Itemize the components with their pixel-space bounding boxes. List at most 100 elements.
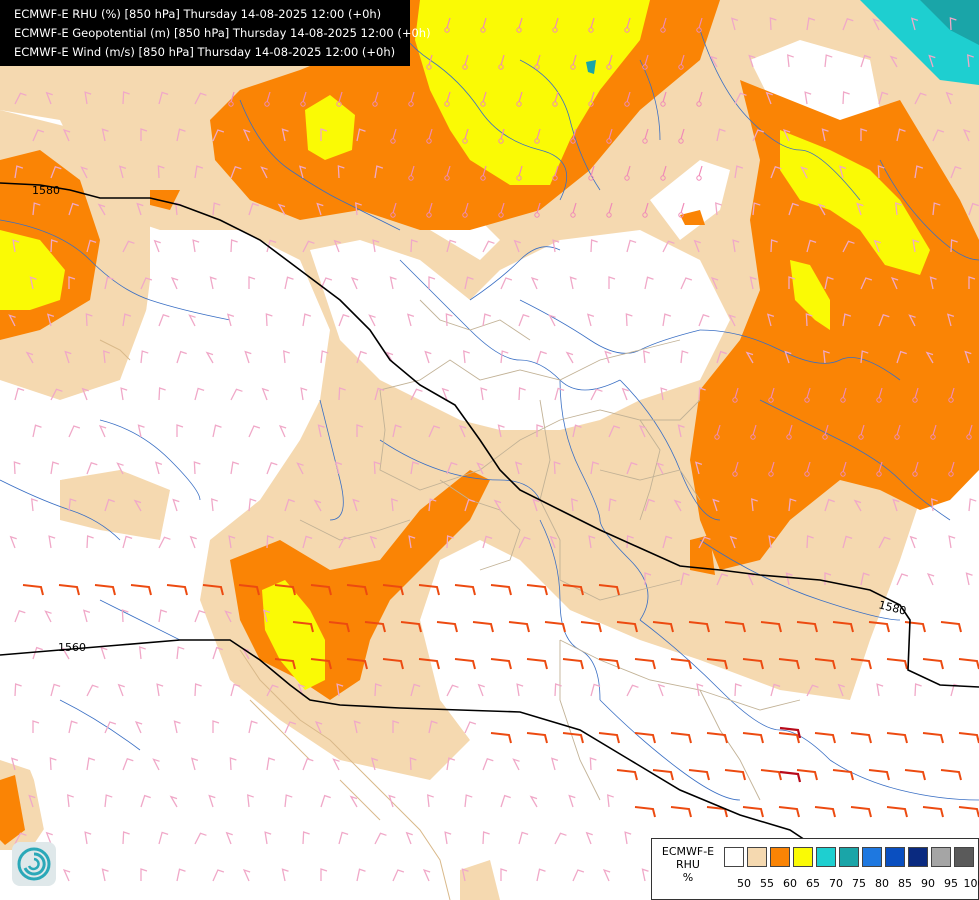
- wind-barb: [930, 424, 937, 440]
- wind-barb: [894, 424, 901, 440]
- wind-barb: [49, 757, 57, 771]
- wind-barb: [850, 732, 872, 744]
- wind-barb: [930, 498, 938, 512]
- wind-barb: [549, 535, 557, 549]
- wind-barb: [769, 17, 777, 31]
- legend-swatch: [724, 847, 744, 867]
- wind-barb: [428, 720, 438, 734]
- wind-barb: [498, 54, 505, 70]
- wind-barb: [122, 831, 130, 845]
- wind-barb: [562, 732, 584, 744]
- wind-barb: [260, 166, 268, 179]
- wind-barb: [121, 609, 129, 623]
- wind-barb: [904, 769, 926, 781]
- wind-barb: [104, 721, 117, 734]
- wind-barb: [262, 609, 271, 623]
- wind-barb: [408, 535, 416, 549]
- legend-swatch: [747, 847, 767, 867]
- wind-barb: [625, 313, 633, 327]
- wind-barb: [424, 350, 432, 364]
- wind-barb: [876, 461, 883, 477]
- wind-barb: [894, 202, 902, 216]
- wind-barb: [804, 91, 812, 105]
- wind-barb: [176, 128, 186, 142]
- wind-barb: [86, 461, 98, 475]
- wind-barb: [896, 350, 907, 364]
- wind-barb: [853, 499, 862, 512]
- wind-barb: [912, 387, 919, 403]
- wind-barb: [800, 166, 808, 179]
- wind-barb: [490, 658, 512, 670]
- wind-barb: [373, 461, 381, 475]
- wind-barb: [14, 165, 24, 179]
- wind-barb: [824, 276, 834, 290]
- wind-barb: [130, 584, 152, 596]
- wind-barb: [786, 54, 794, 68]
- wind-barb: [68, 498, 77, 512]
- wind-barb: [392, 869, 405, 882]
- wind-barb: [158, 91, 169, 105]
- wind-barb: [716, 573, 729, 586]
- wind-barb: [698, 387, 706, 401]
- wind-barb: [940, 769, 962, 781]
- wind-barb: [806, 239, 817, 253]
- wind-barb: [832, 621, 854, 633]
- wind-barb: [356, 868, 366, 882]
- wind-barb: [266, 461, 278, 475]
- wind-barb: [97, 203, 106, 216]
- wind-barb: [445, 313, 453, 327]
- wind-barb: [490, 584, 512, 596]
- wind-barb: [500, 350, 509, 364]
- wind-barb: [660, 165, 667, 181]
- wind-barb-max: [779, 770, 802, 783]
- wind-barb: [205, 351, 214, 364]
- wind-barb: [696, 91, 703, 107]
- wind-barb: [634, 658, 656, 670]
- wind-barb: [606, 128, 613, 144]
- wind-barb: [284, 498, 295, 512]
- wind-barb: [158, 831, 169, 845]
- wind-barb: [356, 350, 367, 364]
- wind-barb: [714, 424, 721, 440]
- wind-barb: [337, 165, 345, 179]
- wind-barb: [422, 868, 431, 882]
- wind-barb: [552, 165, 559, 181]
- wind-barb: [62, 128, 71, 142]
- wind-barb: [58, 584, 80, 596]
- contour-label-1580-east: 1580: [877, 598, 907, 617]
- wind-barb: [14, 832, 27, 845]
- wind-barb: [136, 202, 144, 216]
- wind-barb: [490, 732, 512, 744]
- wind-barb: [390, 128, 397, 144]
- wind-barb: [929, 276, 937, 290]
- title-wind: ECMWF-E Wind (m/s) [850 hPa] Thursday 14…: [14, 45, 396, 59]
- wind-barb: [225, 831, 233, 845]
- wind-barb: [565, 351, 574, 364]
- wind-barb: [480, 91, 487, 107]
- wind-barb: [709, 55, 718, 68]
- wind-barb: [482, 831, 490, 845]
- wind-barb: [890, 276, 899, 290]
- wind-barb: [770, 683, 781, 697]
- wind-barb: [860, 572, 870, 586]
- wind-barb: [912, 461, 919, 477]
- wind-barb: [585, 831, 593, 845]
- wind-barb: [405, 831, 413, 845]
- wind-barb: [877, 165, 885, 179]
- wind-barb: [896, 128, 906, 142]
- wind-barb: [346, 658, 368, 670]
- wind-barb: [336, 91, 343, 107]
- wind-barb: [892, 498, 900, 512]
- wind-barb: [634, 732, 656, 744]
- wind-barb: [670, 658, 692, 670]
- wind-barb: [949, 17, 957, 31]
- wind-barb: [842, 535, 853, 549]
- wind-barb: [277, 203, 286, 216]
- wind-barb: [706, 732, 728, 744]
- wind-barb: [310, 584, 332, 596]
- wind-barb: [518, 536, 531, 549]
- wind-barb: [202, 584, 224, 596]
- wind-barb: [266, 535, 274, 549]
- wind-barb: [101, 868, 109, 882]
